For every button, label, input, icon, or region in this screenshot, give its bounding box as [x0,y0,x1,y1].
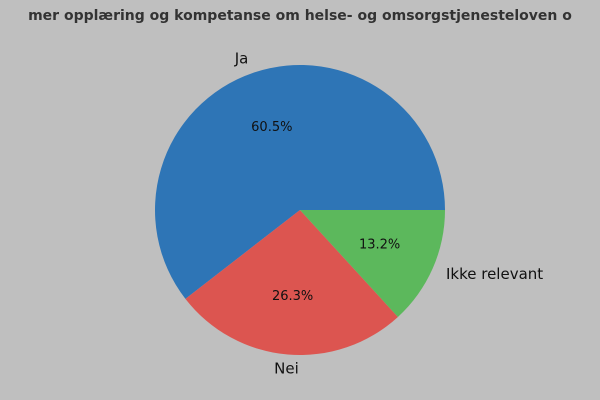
category-label: Ja [234,50,249,68]
category-label: Ikke relevant [446,265,543,283]
value-label: 13.2% [359,238,400,253]
category-label: Nei [274,359,299,377]
value-label: 26.3% [272,289,313,304]
value-label: 60.5% [251,120,292,135]
pie-slice [300,210,445,317]
chart-title: mer opplæring og kompetanse om helse- og… [28,8,572,24]
pie-slice [185,210,398,355]
pie-slice [154,65,445,299]
